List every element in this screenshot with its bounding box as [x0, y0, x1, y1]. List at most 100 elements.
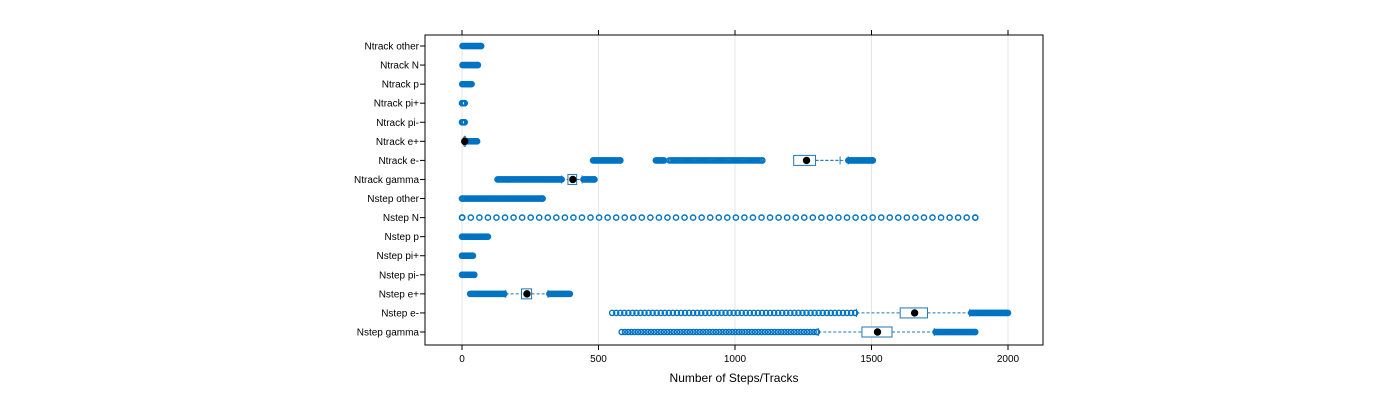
outlier-point	[468, 80, 475, 88]
outlier-point	[693, 309, 701, 317]
outlier-point	[745, 328, 752, 336]
y-category-label: Ntrack other	[365, 42, 420, 53]
outlier-point	[676, 328, 684, 336]
outlier-point	[734, 309, 741, 317]
outlier-point	[1004, 309, 1012, 317]
median-point	[458, 233, 466, 240]
outlier-point	[501, 214, 509, 221]
x-tick-label: 0	[459, 354, 465, 365]
outlier-point	[470, 271, 478, 279]
outlier-point	[869, 214, 876, 221]
box-ntrack-other	[459, 42, 485, 50]
outlier-point	[608, 309, 616, 317]
outlier-point	[484, 233, 492, 240]
outlier-point	[663, 328, 671, 336]
outlier-point	[653, 309, 660, 317]
outlier-point	[616, 309, 624, 317]
outlier-point	[787, 328, 795, 336]
median-point	[523, 290, 531, 298]
outlier-point	[664, 214, 671, 221]
outlier-point	[784, 328, 791, 336]
outlier-point	[644, 328, 652, 336]
outlier-point	[803, 328, 811, 336]
outlier-point	[637, 328, 645, 336]
outlier-point	[702, 328, 710, 336]
outlier-point	[669, 309, 677, 317]
outlier-point	[655, 214, 663, 221]
median-point	[802, 156, 811, 165]
box-ntrack-pi-	[458, 99, 469, 107]
outlier-point	[758, 328, 765, 336]
box-ntrack-e-	[589, 154, 877, 166]
outlier-point	[566, 290, 574, 298]
outlier-point	[461, 118, 469, 126]
outlier-point	[732, 214, 740, 221]
outlier-point	[715, 214, 723, 221]
outlier-point	[649, 309, 656, 317]
outlier-point	[774, 328, 782, 336]
outlier-point	[738, 309, 746, 317]
outlier-point	[920, 214, 928, 221]
outlier-point	[797, 328, 804, 336]
outlier-point	[831, 309, 839, 317]
outlier-point	[778, 309, 786, 317]
median-point	[873, 328, 882, 336]
y-category-label: Ntrack pi+	[374, 99, 419, 110]
outlier-point	[660, 328, 668, 336]
outlier-point	[681, 309, 689, 317]
outlier-point	[665, 309, 673, 317]
outlier-point	[963, 214, 970, 221]
outlier-point	[810, 328, 817, 336]
outlier-point	[813, 328, 821, 336]
outlier-point	[618, 328, 626, 336]
outlier-point	[638, 214, 646, 221]
outlier-point	[852, 214, 859, 221]
median-point	[569, 175, 577, 184]
box-nstep-pi-	[458, 252, 477, 260]
outlier-point	[732, 328, 739, 336]
outlier-point	[673, 309, 681, 317]
box-nstep-p	[458, 233, 492, 240]
y-category-label: Nstep e-	[381, 308, 419, 319]
outlier-point	[539, 195, 546, 202]
median-point	[458, 195, 466, 202]
median-point	[458, 252, 466, 260]
outlier-point	[764, 328, 772, 336]
outlier-point	[461, 99, 469, 107]
outlier-point	[791, 309, 798, 317]
outlier-point	[886, 214, 894, 221]
outlier-point	[476, 214, 483, 221]
outlier-point	[634, 328, 642, 336]
median-point	[458, 271, 466, 279]
median-point	[458, 214, 466, 221]
outlier-point	[726, 309, 733, 317]
outlier-point	[748, 328, 756, 336]
outlier-point	[971, 328, 979, 336]
outlier-point	[493, 214, 500, 221]
outlier-point	[673, 328, 681, 336]
box-nstep-n	[458, 214, 979, 221]
outlier-point	[783, 214, 791, 221]
outlier-point	[645, 309, 652, 317]
outlier-point	[617, 157, 624, 164]
outlier-point	[811, 309, 818, 317]
outlier-point	[661, 309, 669, 317]
outlier-point	[792, 214, 800, 221]
outlier-point	[771, 328, 778, 336]
outlier-point	[469, 252, 477, 260]
outlier-point	[781, 328, 788, 336]
outlier-point	[725, 328, 733, 336]
outlier-point	[758, 309, 766, 317]
outlier-point	[474, 61, 482, 69]
outlier-point	[501, 290, 508, 298]
outlier-point	[742, 309, 750, 317]
outlier-point	[722, 309, 729, 317]
y-category-label: Ntrack gamma	[354, 175, 419, 186]
median-point	[461, 137, 469, 146]
outlier-point	[657, 309, 665, 317]
outlier-point	[591, 176, 598, 183]
y-category-label: Nstep e+	[379, 289, 419, 300]
outlier-point	[570, 214, 577, 221]
outlier-point	[625, 309, 632, 317]
